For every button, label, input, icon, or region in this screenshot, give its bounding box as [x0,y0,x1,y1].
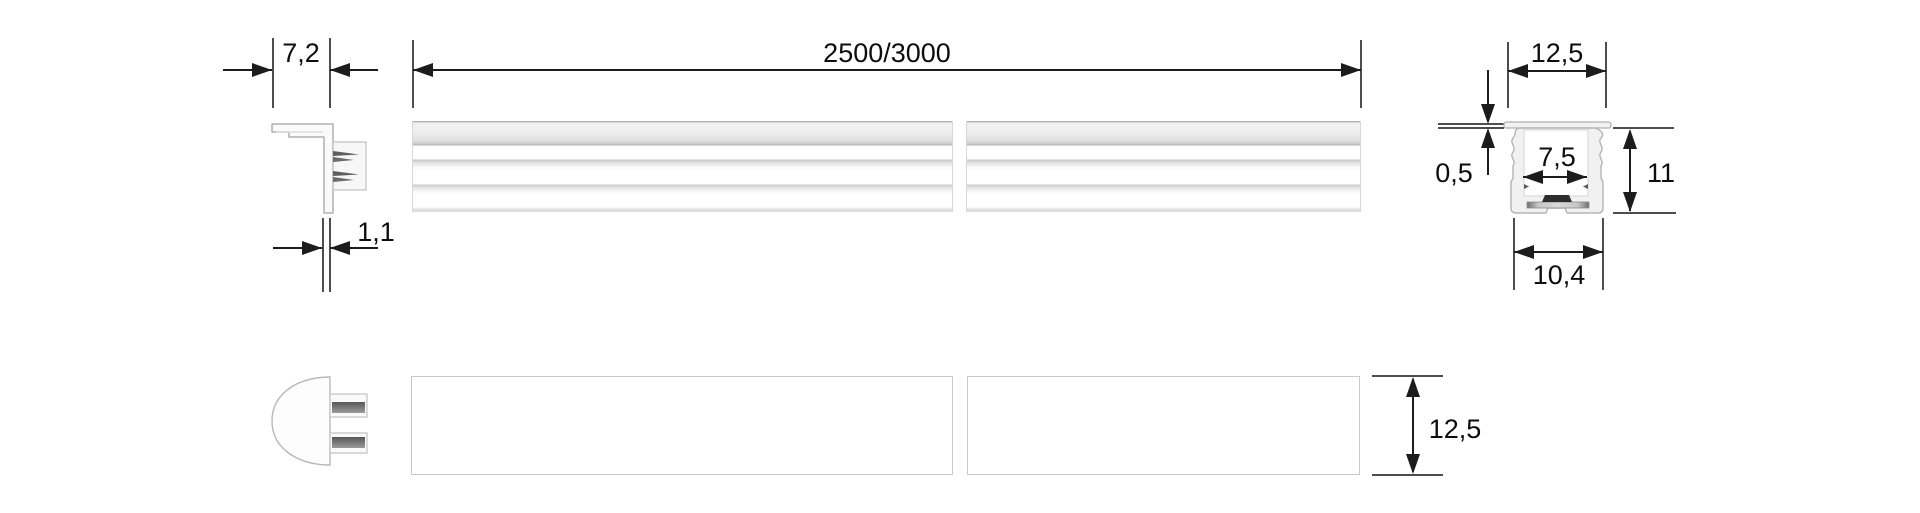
dim-label-end-cap-width: 7,2 [282,38,320,68]
arrowhead-icon [302,241,322,255]
dimension-line [273,247,322,249]
profile-side-view-left [412,121,953,212]
end-cap-side-view [271,123,367,214]
retention-barb [333,151,359,156]
dim-label-cap-plate-thickness: 1,1 [357,217,395,247]
retention-barb [333,171,359,176]
arrowhead-icon [1406,454,1420,474]
dimension-line [1487,148,1489,175]
cap-prong-shadow [332,402,365,413]
arrowhead-icon [1481,104,1495,124]
arrowhead-icon [413,63,433,77]
arrowhead-icon [330,63,350,77]
retention-barb [333,177,354,182]
extension-line [1613,212,1676,214]
extension-line [329,218,331,292]
dimension-line [223,69,272,71]
extension-line [272,38,274,108]
dimension-line [1523,176,1587,178]
dim-label-cs-body-height: 11 [1646,158,1676,188]
arrowhead-icon [1514,245,1534,259]
arrowhead-icon [252,63,272,77]
extension-line [1372,375,1443,377]
cross-section-top-flange [1503,121,1612,129]
retention-barb [333,157,354,162]
dimension-line [1487,70,1489,106]
extension-line [322,218,324,292]
dim-label-profile-height: 12,5 [1428,414,1482,444]
dimension-line [413,69,1361,71]
extension-line [329,38,331,108]
dimension-line [1412,379,1414,472]
arrowhead-icon [1523,170,1543,184]
cap-prong-shadow [332,437,365,448]
arrowhead-icon [1567,170,1587,184]
reference-line [1438,123,1504,125]
dim-label-cs-outer-width: 12,5 [1530,38,1584,68]
profile-side-view-right [966,121,1361,212]
extension-line [1372,474,1443,476]
profile-front-view-left [411,376,953,475]
cavity-tab [1583,184,1588,189]
arrowhead-icon [1341,63,1361,77]
led-strip-body [1542,195,1572,202]
end-cap-front-view [271,376,368,466]
dimension-line [1629,131,1631,211]
extension-line [1507,42,1509,108]
arrowhead-icon [1586,64,1606,78]
cavity-tab [1524,184,1529,189]
dimension-line [1508,70,1606,72]
dimension-line [330,69,378,71]
arrowhead-icon [1406,377,1420,397]
end-cap-body [271,123,334,214]
dimension-line [330,247,378,249]
extension-line [1513,218,1515,290]
profile-front-view-right [967,376,1360,475]
extension-line [412,40,414,108]
arrowhead-icon [330,241,350,255]
arrowhead-icon [1481,128,1495,148]
arrowhead-icon [1623,129,1637,149]
arrowhead-icon [1583,245,1603,259]
end-cap-dome [271,376,331,466]
arrowhead-icon [1508,64,1528,78]
led-strip-pcb [1526,201,1590,209]
arrowhead-icon [1623,192,1637,212]
dim-label-cs-inner-width: 7,5 [1538,142,1576,172]
dim-label-cs-base-width: 10,4 [1532,260,1586,290]
dim-label-profile-length: 2500/3000 [823,38,951,68]
reference-line [1438,127,1504,129]
extension-line [1613,127,1674,129]
dim-label-cs-flange-thickness: 0,5 [1435,158,1473,188]
end-cap-insert [332,141,367,191]
dimension-line [1514,251,1603,253]
